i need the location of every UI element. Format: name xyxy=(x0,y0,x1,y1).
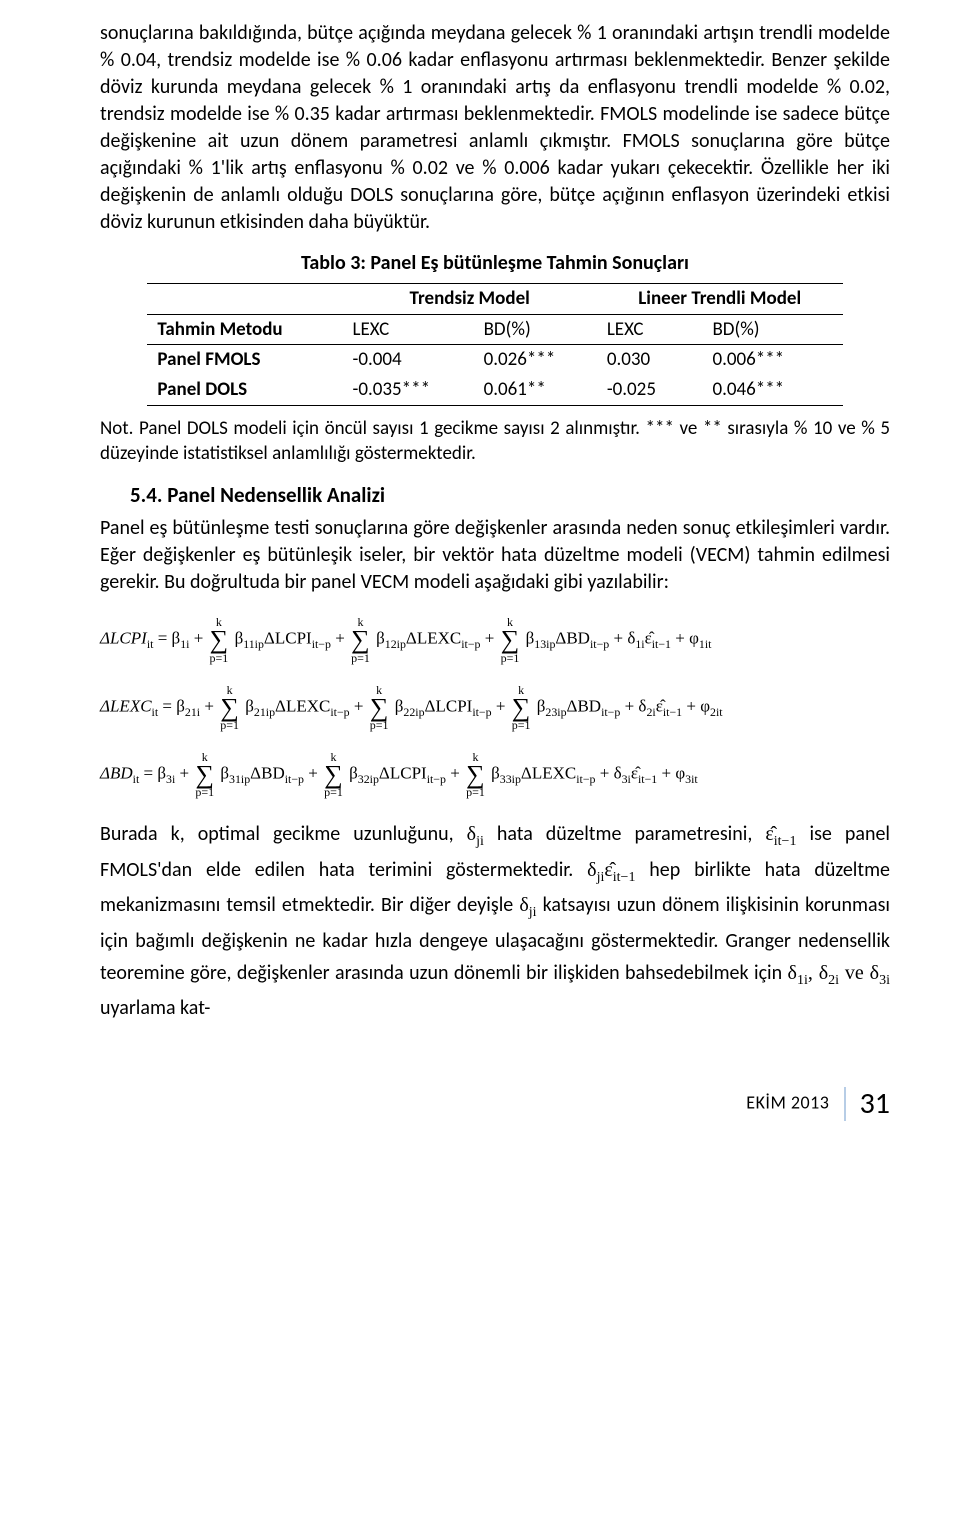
paragraph-1: sonuçlarına bakıldığında, bütçe açığında… xyxy=(100,20,890,236)
table-cell: Panel DOLS xyxy=(147,375,342,405)
equation: ΔLCPIit = β1i + k∑p=1 β11ipΔLCPIit−p + k… xyxy=(100,616,890,663)
table-cell: 0.006*** xyxy=(702,345,842,375)
table-cell: -0.025 xyxy=(597,375,703,405)
table-cell: 0.046*** xyxy=(702,375,842,405)
equation: ΔLEXCit = β21i + k∑p=1 β21ipΔLEXCit−p + … xyxy=(100,684,890,731)
table-col-1: LEXC xyxy=(343,314,474,345)
equation: ΔBDit = β3i + k∑p=1 β31ipΔBDit−p + k∑p=1… xyxy=(100,751,890,798)
footer-separator xyxy=(844,1087,846,1121)
table-cell: -0.035*** xyxy=(343,375,474,405)
page: sonuçlarına bakıldığında, bütçe açığında… xyxy=(0,0,960,1154)
table-cell: 0.026*** xyxy=(474,345,597,375)
table-row-header-label: Tahmin Metodu xyxy=(147,314,342,345)
section-heading: 5.4. Panel Nedensellik Analizi xyxy=(130,481,890,509)
page-footer: EKİM 2013 31 xyxy=(100,1084,890,1125)
table-col-2: BD(%) xyxy=(474,314,597,345)
equation-block: ΔLCPIit = β1i + k∑p=1 β11ipΔLCPIit−p + k… xyxy=(100,616,890,798)
table-title: Tablo 3: Panel Eş bütünleşme Tahmin Sonu… xyxy=(100,250,890,277)
table-note: Not. Panel DOLS modeli için öncül sayısı… xyxy=(100,416,890,467)
table-col-4: BD(%) xyxy=(702,314,842,345)
results-table: Trendsiz Model Lineer Trendli Model Tahm… xyxy=(147,283,842,406)
table-cell: 0.061** xyxy=(474,375,597,405)
footer-issue: EKİM 2013 xyxy=(746,1091,829,1113)
table-group-header-1: Trendsiz Model xyxy=(343,284,597,315)
paragraph-2: Panel eş bütünleşme testi sonuçlarına gö… xyxy=(100,515,890,596)
table-cell: 0.030 xyxy=(597,345,703,375)
table-group-header-2: Lineer Trendli Model xyxy=(597,284,843,315)
table-col-3: LEXC xyxy=(597,314,703,345)
table-cell: Panel FMOLS xyxy=(147,345,342,375)
table-row: Panel DOLS -0.035*** 0.061** -0.025 0.04… xyxy=(147,375,842,405)
table-row: Panel FMOLS -0.004 0.026*** 0.030 0.006*… xyxy=(147,345,842,375)
table-cell: -0.004 xyxy=(343,345,474,375)
footer-page-number: 31 xyxy=(860,1085,890,1122)
paragraph-3: Burada k, optimal gecikme uzunluğunu, δj… xyxy=(100,818,890,1024)
